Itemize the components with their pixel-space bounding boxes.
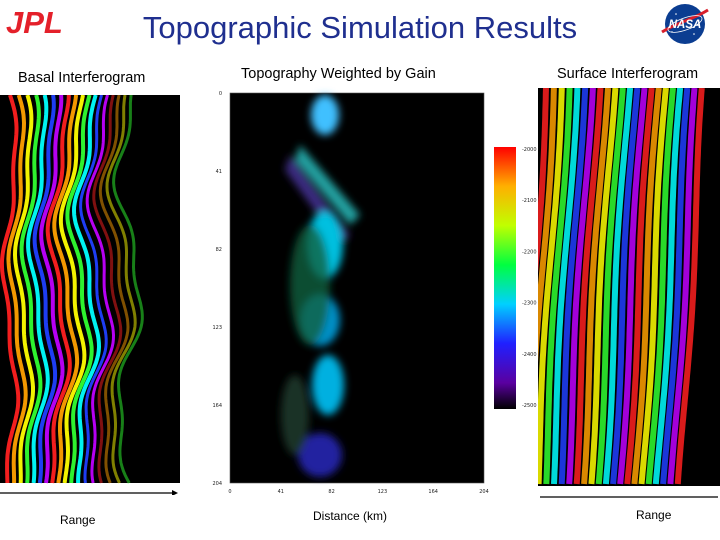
colorbar-tick-label: -2000 — [522, 147, 537, 153]
surface-xlabel: Range — [636, 508, 672, 522]
x-tick-label: 0 — [228, 489, 231, 495]
panel-title-basal: Basal Interferogram — [18, 70, 146, 86]
slide-title: Topographic Simulation Results — [142, 10, 578, 45]
svg-text:NASA: NASA — [669, 19, 702, 31]
x-tick-label: 82 — [328, 489, 334, 495]
y-tick-label: 164 — [212, 403, 222, 409]
y-tick-label: 82 — [216, 247, 222, 253]
svg-text:JPL: JPL — [6, 6, 63, 38]
x-tick-label: 41 — [278, 489, 284, 495]
colorbar-tick-label: -2100 — [522, 198, 537, 204]
basal-interferogram-image — [0, 95, 180, 495]
colorbar-tick-label: -2200 — [522, 249, 537, 255]
topography-gain-chart: 0 41 82 123 164 204 0 41 82 123 164 204 -2000 -2100… — [212, 91, 537, 495]
x-tick-label: 123 — [378, 489, 388, 495]
y-tick-label: 41 — [216, 169, 222, 175]
colorbar — [494, 147, 516, 409]
y-tick-label: 123 — [212, 325, 222, 331]
nasa-logo: NASA — [661, 4, 709, 44]
panel-title-surface: Surface Interferogram — [557, 66, 699, 82]
colorbar-tick-label: -2400 — [522, 352, 537, 358]
jpl-logo: JPL — [6, 6, 63, 38]
heatmap-features — [281, 95, 360, 477]
x-tick-label: 204 — [479, 489, 489, 495]
x-tick-label: 164 — [428, 489, 438, 495]
panel-title-topography: Topography Weighted by Gain — [241, 66, 436, 82]
colorbar-tick-label: -2300 — [522, 301, 537, 307]
y-tick-label: 204 — [212, 481, 222, 487]
topography-xlabel: Distance (km) — [313, 509, 388, 523]
colorbar-tick-label: -2500 — [522, 403, 537, 409]
basal-xlabel: Range — [60, 513, 96, 527]
y-tick-label: 0 — [219, 91, 222, 97]
surface-interferogram-image — [538, 88, 720, 498]
